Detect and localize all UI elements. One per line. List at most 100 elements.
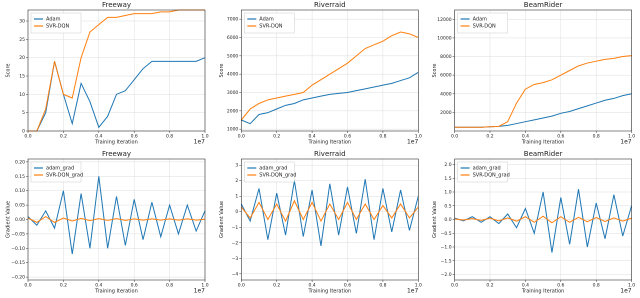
y-tick-label: 8000 [440,54,452,60]
x-axis-label: Training Iteration [94,140,138,146]
x-offset-label: 1e7 [194,139,206,146]
y-tick-label: −0.15 [11,260,25,266]
chart-title: Riverraid [314,1,346,9]
y-tick-label: 0.15 [15,174,25,180]
y-axis-label: Score [6,63,12,77]
x-tick-label: 0.6 [344,283,351,289]
x-tick-label: 0.0 [451,134,458,140]
y-tick-label: −2 [232,240,239,246]
y-tick-label: 0.00 [15,217,25,223]
series-line [454,93,632,128]
x-tick-label: 0.4 [522,283,529,289]
y-tick-label: 0 [22,129,25,135]
y-tick-label: 10 [19,92,25,98]
plot-frame [241,158,419,281]
legend-box [244,12,295,34]
legend-label: SVR-DQN_grad [46,173,83,179]
legend-box [30,161,82,183]
legend-label: SVR-DQN [473,24,496,30]
x-offset-label: 1e7 [620,139,632,146]
x-axis-label: Training Iteration [308,289,352,295]
chart-title: Riverraid [314,150,346,158]
legend-box [457,161,508,183]
y-tick-label: 7000 [227,17,239,23]
x-tick-label: 1.0 [201,283,208,289]
y-tick-label: −2.0 [441,272,452,278]
series-line [240,179,419,246]
x-tick-label: 0.6 [557,134,564,140]
series-line [454,215,632,224]
y-tick-label: 0.10 [15,188,25,194]
y-tick-label: 5000 [227,53,239,59]
y-tick-label: 1 [235,194,238,200]
plot-frame [454,9,632,132]
y-tick-label: 30 [19,19,25,25]
x-tick-label: 0.4 [522,134,529,140]
legend-label: adam_grad [46,166,74,172]
legend-label: adam_grad [259,166,287,172]
y-tick-label: 3000 [227,90,239,96]
y-tick-label: 0.5 [444,203,451,209]
x-tick-label: 0.8 [593,134,600,140]
y-tick-label: 12000 [437,17,451,23]
legend-label: Adam [46,17,61,23]
y-axis-label: Gradient Value [6,201,12,238]
y-tick-label: −1.0 [441,245,452,251]
y-tick-label: 6000 [227,35,239,41]
legend-box [457,12,508,34]
plot-frame [241,9,419,132]
y-tick-label: −0.20 [11,275,25,281]
x-tick-label: 0.0 [238,283,245,289]
y-tick-label: −0.5 [441,231,452,237]
series-line [240,199,419,223]
x-tick-label: 0.2 [60,283,67,289]
x-tick-label: 0.4 [95,283,102,289]
legend-label: Adam [259,17,274,23]
legend-box [30,12,82,34]
y-tick-label: −0.10 [11,246,25,252]
x-axis-label: Training Iteration [94,289,138,295]
y-tick-label: 2.0 [444,162,451,168]
x-tick-label: 0.8 [379,283,386,289]
x-tick-label: 1.0 [415,134,422,140]
chart-title: BeamRider [524,1,563,9]
x-axis-label: Training Iteration [521,289,565,295]
series-line [27,176,206,255]
x-tick-label: 0.2 [486,134,493,140]
y-tick-label: 0 [235,209,238,215]
x-tick-label: 0.4 [309,283,316,289]
y-tick-label: 0.20 [15,159,25,165]
legend-label: SVR-DQN_grad [473,173,510,179]
y-tick-label: 5 [22,110,25,116]
series-line [454,55,632,128]
y-tick-label: 15 [19,74,25,80]
y-tick-label: 1.5 [444,176,451,182]
y-axis-label: Gradient Value [219,201,225,238]
chart-title: Freeway [102,150,131,158]
y-tick-label: 2000 [440,110,452,116]
y-tick-label: 4000 [440,91,452,97]
plot-frame [27,9,206,132]
legend-label: SVR-DQN [46,24,69,30]
x-tick-label: 0.6 [131,283,138,289]
x-tick-label: 0.6 [344,134,351,140]
x-tick-label: 0.2 [486,283,493,289]
x-tick-label: 0.6 [131,134,138,140]
x-tick-label: 0.0 [238,134,245,140]
x-offset-label: 1e7 [407,288,419,295]
x-tick-label: 1.0 [415,283,422,289]
y-tick-label: 0.0 [444,217,451,223]
series-line [27,216,206,223]
x-tick-label: 0.2 [60,134,67,140]
plot-frame [454,158,632,281]
legend-label: SVR-DQN [259,24,282,30]
y-tick-label: 3 [235,163,238,169]
x-tick-label: 0.4 [95,134,102,140]
legend-label: adam_grad [473,166,501,172]
y-axis-label: Score [219,63,225,77]
plot-frame [27,158,206,281]
legend-label: Adam [473,17,488,23]
y-tick-label: −1 [232,225,239,231]
y-tick-label: −3 [232,256,239,262]
x-tick-label: 0.0 [24,283,31,289]
